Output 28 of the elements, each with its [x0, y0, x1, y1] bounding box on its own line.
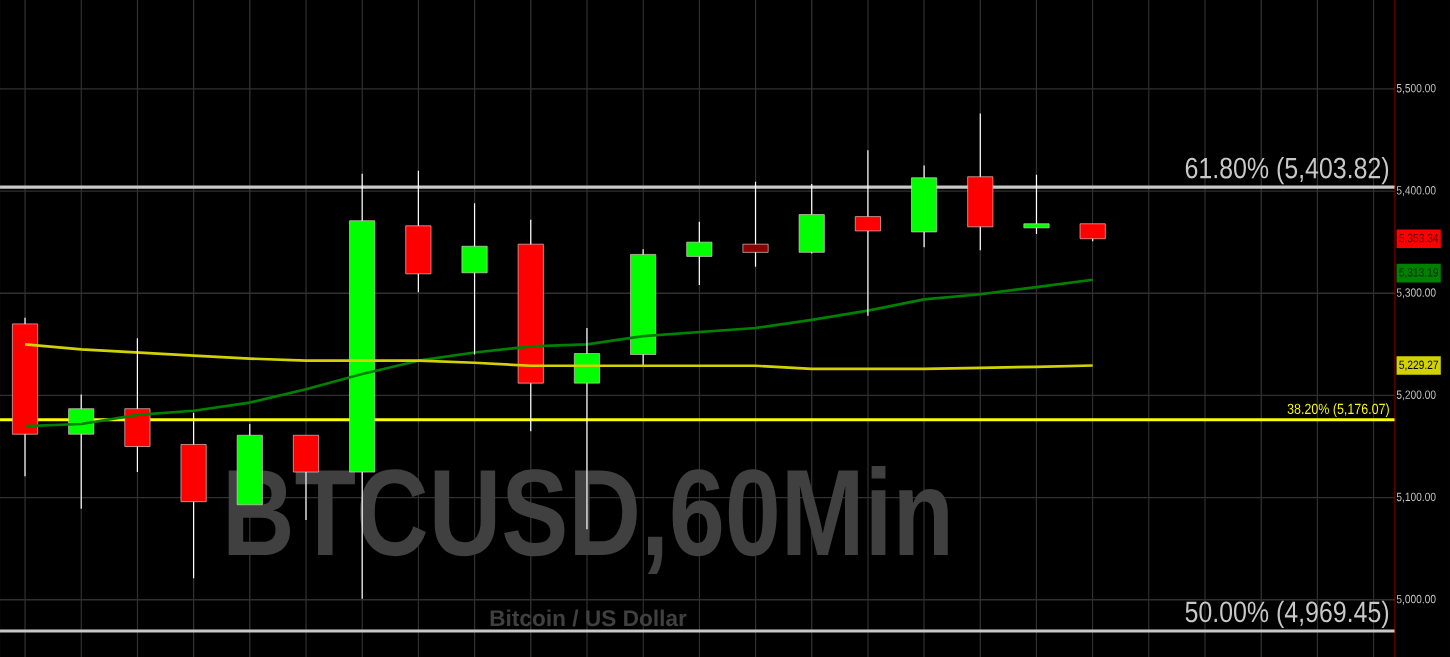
- candlestick: [12, 317, 39, 477]
- y-tick-label: 5,300.00: [1396, 288, 1436, 299]
- candlestick: [967, 112, 994, 251]
- candlestick: [180, 412, 207, 579]
- candlestick: [686, 221, 713, 286]
- candlestick: [1023, 174, 1050, 235]
- candlestick: [630, 248, 657, 366]
- candlestick: [911, 164, 938, 248]
- candlestick: [798, 183, 825, 253]
- candlestick: [124, 337, 151, 473]
- text: 5,229.27: [1399, 360, 1439, 371]
- candlestick: [517, 219, 544, 432]
- text: Bitcoin / US Dollar: [490, 609, 687, 627]
- ref-line-label: 38.20% (5,176.07): [1287, 403, 1389, 417]
- y-tick-label: 5,200.00: [1396, 390, 1436, 401]
- candlestick: [461, 202, 488, 356]
- text: 5,313.19: [1399, 268, 1439, 279]
- y-tick-label: 5,500.00: [1396, 83, 1436, 94]
- y-tick-label: 5,100.00: [1396, 492, 1436, 503]
- candlestick: [68, 393, 95, 510]
- candlestick: [405, 170, 432, 293]
- y-tick-label: 5,400.00: [1396, 186, 1436, 197]
- candlestick: [854, 149, 881, 317]
- y-tick-label: 5,000.00: [1396, 594, 1436, 605]
- ref-line-label: 50.00% (4,969.45): [1185, 600, 1389, 629]
- ref-line-label: 61.80% (5,403.82): [1185, 156, 1389, 185]
- text: 5,353.34: [1399, 233, 1439, 244]
- candlestick: [742, 181, 769, 268]
